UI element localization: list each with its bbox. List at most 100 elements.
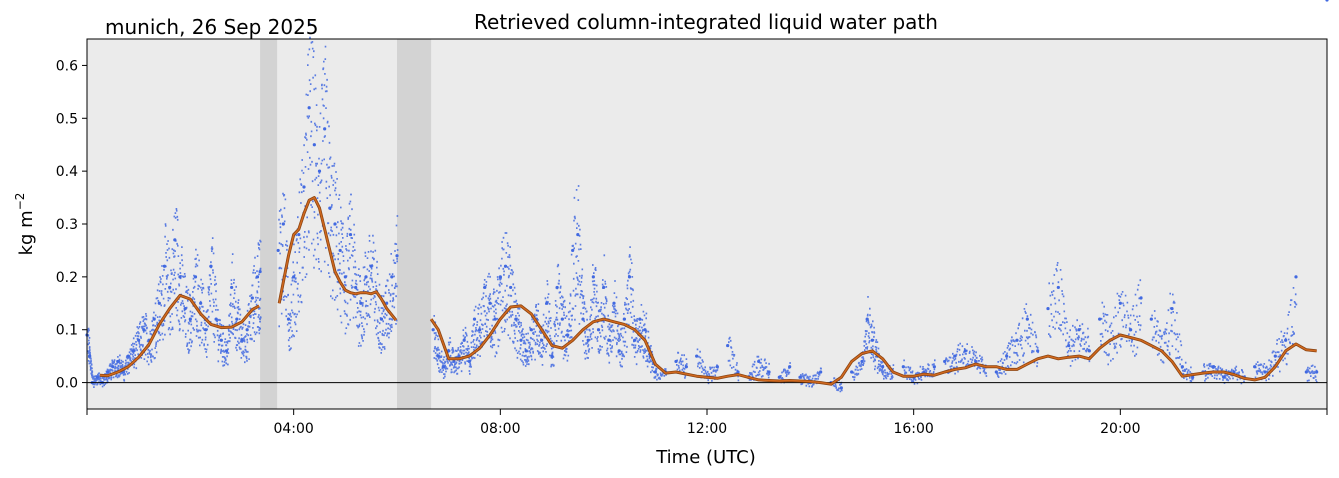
raw-point	[338, 248, 342, 253]
smoothed-series	[99, 196, 1317, 386]
raw-point	[565, 333, 570, 337]
raw-point	[390, 275, 394, 279]
raw-point	[224, 349, 229, 353]
y-tick-label: 0.0	[56, 376, 78, 392]
raw-point	[545, 301, 549, 305]
raw-point	[596, 328, 601, 332]
raw-point	[328, 206, 332, 210]
raw-point	[586, 338, 590, 342]
raw-point	[168, 285, 172, 290]
raw-point	[994, 370, 998, 374]
raw-point	[87, 354, 92, 358]
x-tick-label: 12:00	[687, 421, 727, 437]
raw-point	[1056, 285, 1060, 290]
chart-subtitle: munich, 26 Sep 2025	[105, 15, 319, 39]
raw-point	[472, 317, 477, 321]
raw-point	[281, 222, 285, 226]
raw-point	[292, 275, 296, 279]
raw-point	[354, 285, 358, 290]
raw-point	[1304, 370, 1308, 374]
raw-point	[162, 264, 167, 268]
raw-point	[850, 370, 854, 374]
raw-point	[798, 375, 802, 379]
raw-point	[571, 248, 575, 253]
x-tick-label: 08:00	[480, 421, 520, 437]
raw-point	[379, 317, 384, 321]
raw-point	[514, 317, 518, 321]
raw-point	[1129, 328, 1133, 332]
raw-point	[555, 285, 559, 290]
raw-point	[152, 317, 156, 321]
raw-point	[359, 301, 363, 305]
raw-point	[974, 359, 978, 364]
y-axis-title-unit: kg m	[16, 210, 37, 255]
raw-point	[767, 370, 771, 374]
raw-point	[1211, 365, 1215, 369]
raw-point	[214, 317, 218, 321]
raw-point	[230, 285, 234, 290]
raw-point	[452, 359, 456, 364]
raw-point	[286, 317, 291, 321]
raw-point	[457, 354, 461, 358]
raw-point	[1087, 349, 1091, 353]
raw-point	[1098, 317, 1102, 321]
raw-point	[715, 365, 719, 369]
raw-point	[498, 275, 502, 279]
raw-point	[436, 354, 440, 358]
raw-point	[839, 386, 843, 390]
raw-point	[1222, 375, 1226, 379]
raw-point	[901, 365, 905, 369]
raw-point	[819, 370, 823, 374]
raw-point	[209, 264, 213, 268]
raw-point	[307, 106, 311, 110]
raw-point	[333, 222, 337, 226]
raw-point	[297, 232, 301, 237]
raw-point	[199, 301, 203, 305]
raw-point	[953, 354, 957, 358]
raw-point	[519, 338, 523, 342]
smooth-line-1	[278, 196, 397, 321]
shaded-interval-0	[260, 39, 278, 409]
raw-point	[95, 375, 99, 379]
raw-point	[1170, 306, 1174, 311]
raw-point	[173, 238, 177, 242]
raw-point	[493, 317, 497, 321]
y-axis-title-exponent: −2	[13, 193, 27, 211]
raw-point	[1191, 375, 1195, 379]
raw-point	[204, 328, 208, 332]
raw-point	[183, 306, 187, 311]
y-tick-label: 0.1	[56, 323, 78, 339]
raw-point	[240, 338, 244, 342]
raw-point	[674, 359, 678, 364]
raw-point	[1253, 365, 1257, 369]
raw-point	[1180, 365, 1184, 369]
raw-point	[622, 317, 626, 321]
raw-point	[1067, 343, 1071, 348]
raw-point	[963, 349, 967, 353]
raw-point	[348, 232, 353, 237]
raw-point	[638, 317, 642, 321]
raw-point	[219, 338, 223, 342]
raw-point	[188, 317, 192, 321]
raw-point	[617, 349, 621, 353]
raw-point	[1284, 338, 1288, 342]
shaded-intervals	[260, 39, 432, 409]
raw-point	[116, 359, 120, 364]
raw-point	[550, 354, 554, 358]
raw-point	[235, 317, 239, 321]
raw-point	[865, 317, 869, 321]
raw-point	[860, 359, 864, 364]
smooth-line-0	[99, 294, 260, 377]
raw-point	[126, 354, 130, 358]
raw-point	[1046, 306, 1050, 311]
raw-point	[757, 359, 761, 364]
raw-point	[524, 349, 528, 353]
raw-point	[509, 285, 513, 290]
raw-point	[1118, 301, 1122, 305]
raw-point	[1294, 275, 1298, 279]
raw-point	[1273, 354, 1277, 358]
raw-point	[131, 349, 136, 353]
x-tick-label: 16:00	[893, 421, 933, 437]
raw-point	[788, 365, 792, 369]
raw-point	[1015, 338, 1019, 342]
